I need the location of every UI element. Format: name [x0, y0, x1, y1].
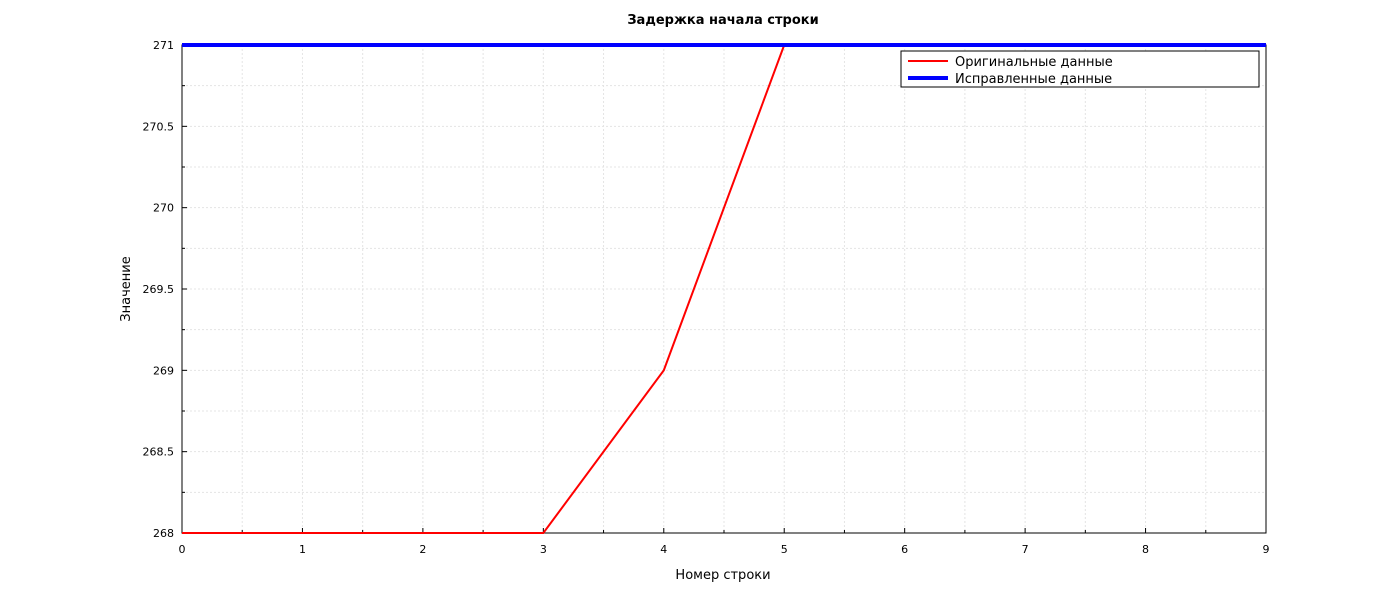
- x-tick-label: 0: [179, 543, 186, 556]
- y-tick-label: 270: [153, 202, 174, 215]
- y-tick-label: 269: [153, 364, 174, 377]
- x-axis-label: Номер строки: [675, 568, 770, 583]
- y-tick-label: 271: [153, 39, 174, 52]
- x-tick-label: 1: [299, 543, 306, 556]
- x-tick-label: 4: [660, 543, 667, 556]
- x-tick-label: 8: [1142, 543, 1149, 556]
- x-tick-label: 2: [419, 543, 426, 556]
- legend-box: [900, 50, 1260, 88]
- legend-label: Исправленные данные: [955, 72, 1112, 87]
- y-tick-label: 269.5: [143, 283, 175, 296]
- x-tick-label: 9: [1263, 543, 1270, 556]
- y-tick-label: 268: [153, 527, 174, 540]
- y-tick-label: 270.5: [143, 120, 175, 133]
- x-tick-label: 3: [540, 543, 547, 556]
- legend-label: Оригинальные данные: [955, 55, 1113, 70]
- y-axis-label: Значение: [119, 256, 134, 321]
- chart-title: Задержка начала строки: [627, 13, 818, 28]
- x-tick-label: 5: [781, 543, 788, 556]
- legend: Оригинальные данные Исправленные данные: [900, 50, 1260, 88]
- y-tick-label: 268.5: [143, 446, 175, 459]
- series-group: [182, 43, 1266, 534]
- x-tick-label: 7: [1022, 543, 1029, 556]
- x-tick-label: 6: [901, 543, 908, 556]
- grid: [181, 44, 1267, 534]
